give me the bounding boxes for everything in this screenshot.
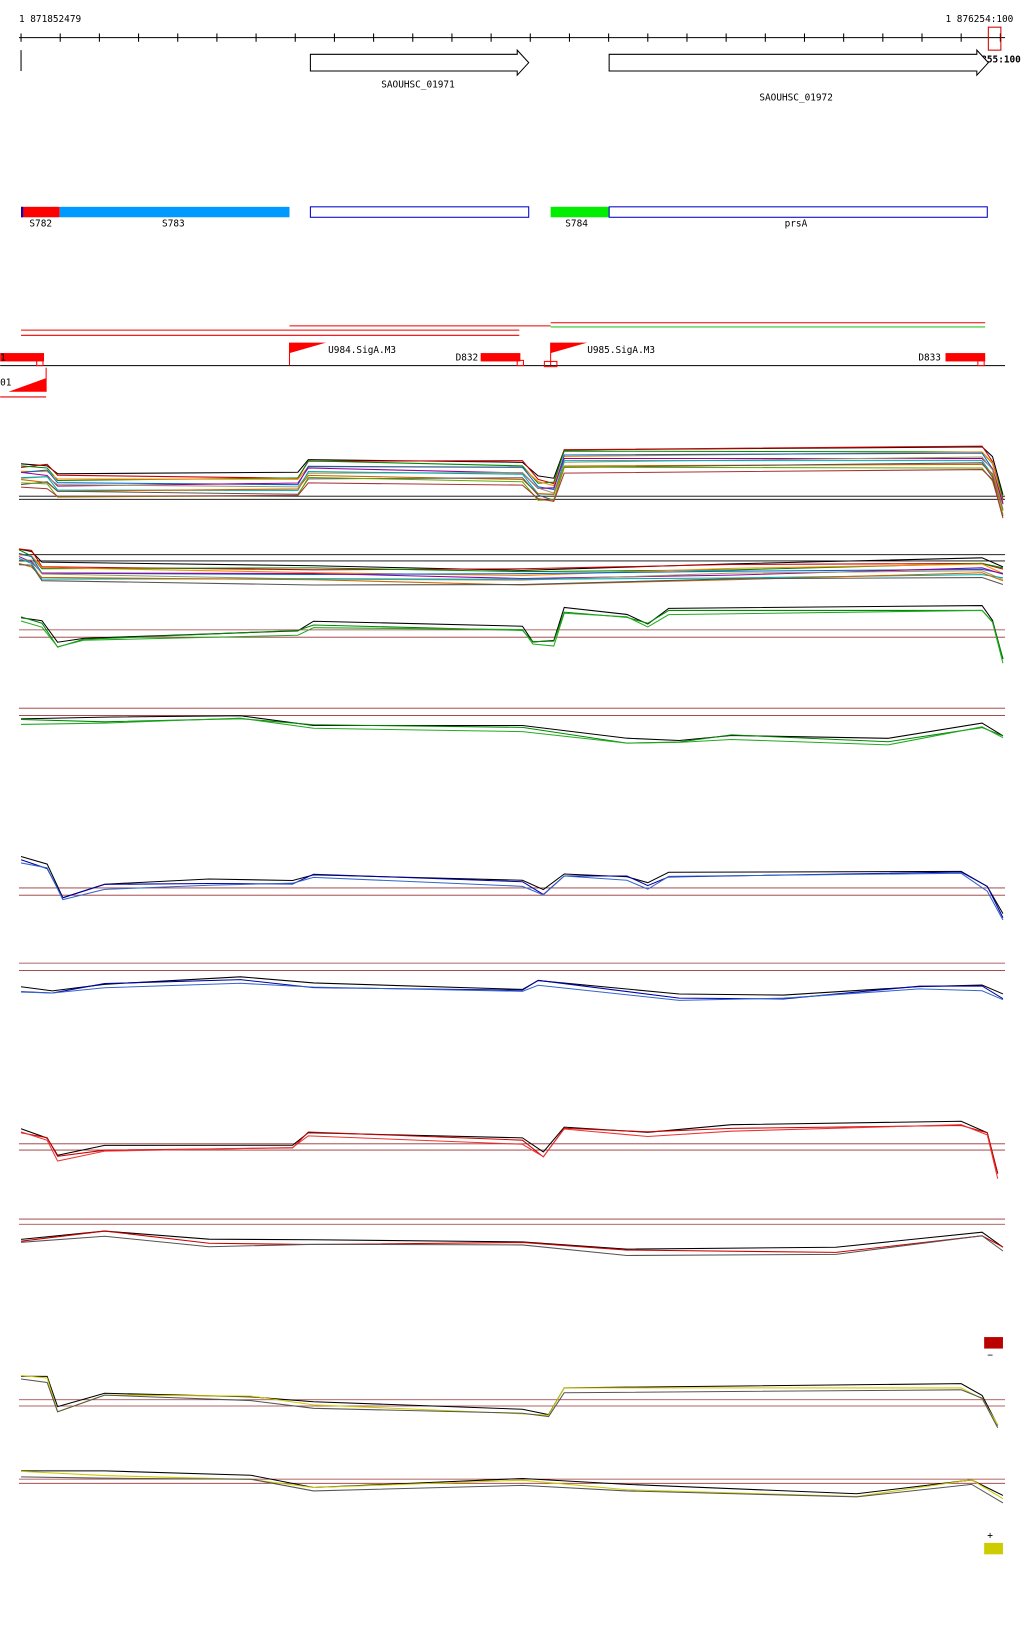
ruler-ticks — [20, 33, 1001, 42]
signal-line — [20, 855, 1004, 914]
signal-line — [20, 605, 1004, 660]
promoter-label: 01 — [0, 377, 12, 388]
signal-line — [21, 1235, 1004, 1257]
terminator-tag — [977, 359, 985, 367]
signal-line — [18, 564, 1004, 586]
signal-line — [20, 1120, 999, 1174]
signal-line — [21, 456, 1004, 510]
ruler-end-label: T71855:100 — [964, 55, 1021, 66]
signal-line — [21, 1375, 999, 1426]
signal-tracks — [18, 445, 1006, 1504]
signal-line — [21, 715, 1004, 742]
segment-label: S783 — [162, 219, 185, 230]
ruler-right-label: 1 876254:100 — [946, 14, 1014, 25]
signal-line — [21, 1470, 1004, 1500]
legend-label: − — [987, 1350, 993, 1361]
segment — [309, 206, 530, 218]
segment — [59, 206, 290, 218]
ruler-left-label: 1 871852479 — [19, 14, 82, 25]
legend-swatch — [984, 1542, 1003, 1555]
promoter-track — [0, 322, 986, 398]
signal-line — [18, 557, 1004, 580]
segment — [21, 206, 60, 218]
signal-line — [21, 1476, 1004, 1504]
segment-label: prsA — [785, 219, 808, 230]
terminator-tag — [36, 359, 44, 367]
signal-line — [18, 559, 1004, 581]
segment — [608, 206, 988, 218]
promoter-flag — [550, 342, 588, 354]
signal-line — [20, 1230, 1004, 1250]
signal-line — [21, 982, 1004, 1001]
signal-line — [20, 462, 1004, 517]
terminator — [480, 353, 521, 362]
promoter-flag — [8, 378, 47, 392]
gene-label: SAOUHSC_01971 — [381, 80, 455, 91]
signal-line — [20, 1124, 999, 1179]
terminator-label: D833 — [918, 352, 941, 363]
signal-line — [20, 609, 1004, 664]
promoter-tag — [543, 360, 558, 368]
end-marker — [987, 26, 1002, 51]
signal-line — [21, 451, 1004, 503]
signal-line — [21, 460, 1004, 510]
signal-line — [21, 718, 1004, 744]
terminator — [945, 353, 986, 362]
signal-line — [21, 469, 1004, 519]
segment — [550, 206, 610, 218]
gene-arrow — [608, 48, 990, 77]
signal-line — [20, 859, 1004, 919]
signal-line — [20, 445, 1004, 500]
signal-line — [21, 717, 1004, 746]
terminator — [0, 353, 45, 362]
promoter-label: U984.SigA.M3 — [328, 345, 396, 356]
legend-label: + — [987, 1531, 993, 1542]
signal-line — [20, 463, 1004, 511]
signal-line — [20, 1378, 999, 1428]
signal-line — [18, 562, 1004, 586]
signal-line — [20, 862, 1004, 921]
gene-label: SAOUHSC_01972 — [759, 92, 833, 103]
signal-line — [21, 1470, 1004, 1496]
promoter-flag — [289, 342, 327, 354]
signal-line — [20, 452, 1004, 505]
signal-line — [18, 556, 1004, 580]
terminator-tag — [516, 359, 525, 367]
segment-edge — [21, 206, 24, 218]
signal-line — [18, 552, 1004, 575]
signal-line — [20, 609, 1004, 659]
legend-swatch — [984, 1337, 1003, 1349]
signal-line — [20, 1230, 1004, 1253]
promoter-label: U985.SigA.M3 — [587, 345, 655, 356]
promoter-label: 1 — [0, 352, 6, 363]
segment-label: S782 — [29, 219, 52, 230]
segment-label: S784 — [565, 219, 588, 230]
terminator-label: D832 — [456, 352, 479, 363]
gene-arrow — [309, 48, 530, 77]
signal-line — [21, 979, 1004, 1000]
